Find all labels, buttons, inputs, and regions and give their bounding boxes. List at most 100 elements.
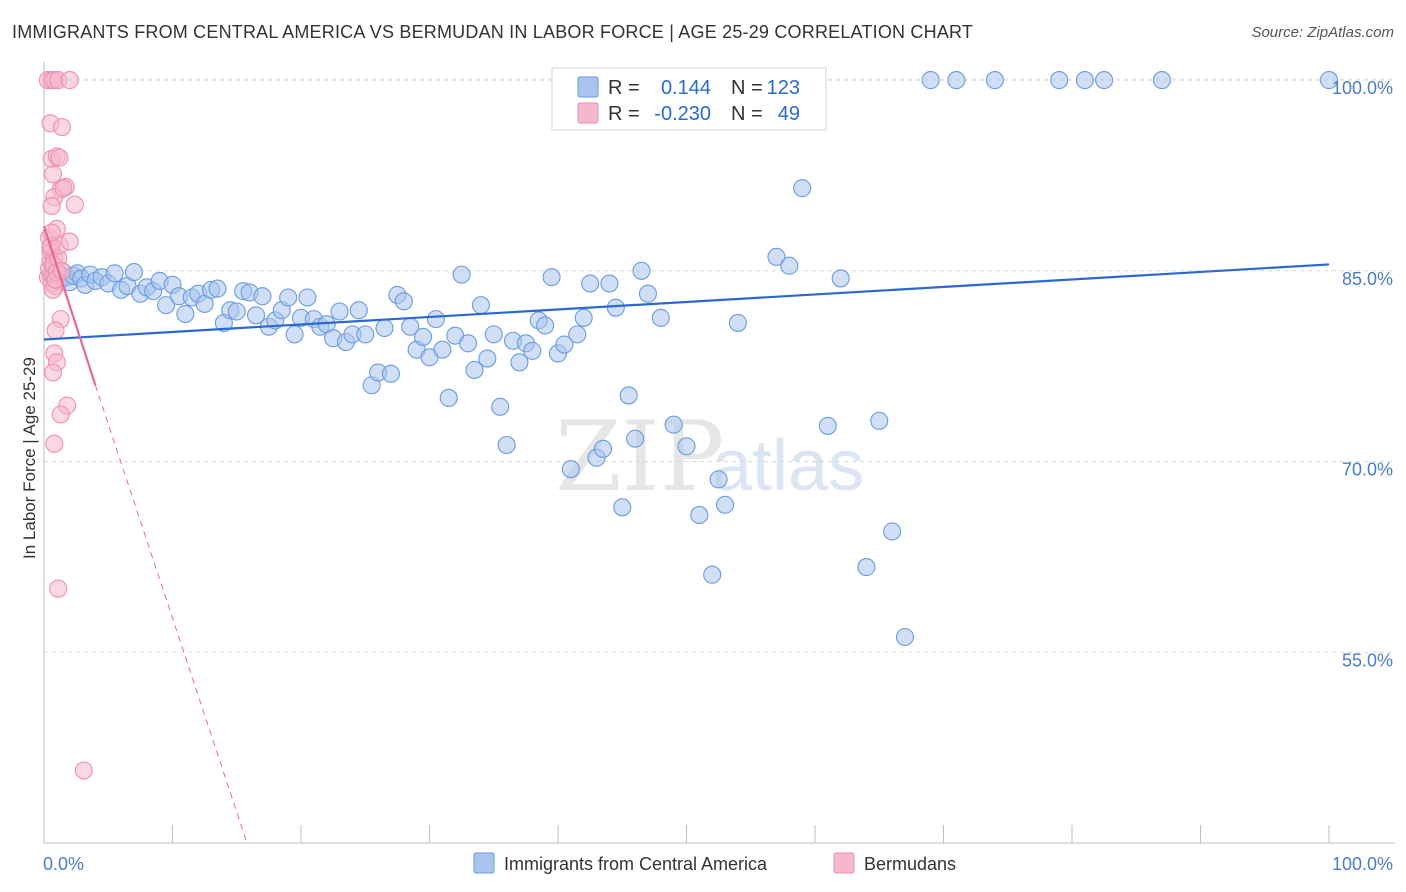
- point-central-america-15: [105, 264, 124, 283]
- point-central-america-34: [227, 302, 246, 321]
- legend-series-swatch-pink: [833, 852, 855, 874]
- point-central-america-104: [709, 470, 728, 489]
- points-layer: [38, 71, 1339, 780]
- point-central-america-18: [124, 263, 143, 282]
- point-central-america-93: [606, 298, 625, 317]
- y-tick-label-70: 70.0%: [1342, 460, 1393, 480]
- legend-swatch-blue: [577, 76, 599, 98]
- legend-series-label-blue: Immigrants from Central America: [504, 854, 768, 874]
- point-central-america-72: [471, 296, 490, 315]
- point-central-america-110: [793, 179, 812, 198]
- point-bermudan-30: [65, 195, 84, 214]
- chart-title: IMMIGRANTS FROM CENTRAL AMERICA VS BERMU…: [12, 22, 974, 42]
- point-central-america-111: [818, 416, 837, 435]
- series-central-america: [41, 71, 1339, 647]
- legend-stats: R = 0.144 N = 123 R = -0.230 N = 49: [551, 67, 827, 131]
- point-central-america-114: [870, 411, 889, 430]
- point-central-america-98: [638, 284, 658, 303]
- point-bermudan-29: [42, 196, 61, 216]
- point-central-america-82: [536, 316, 555, 335]
- legend-n-value-blue: 123: [767, 77, 800, 99]
- point-central-america-31: [208, 279, 227, 298]
- grid-lines: [44, 78, 1395, 653]
- point-central-america-71: [465, 360, 484, 380]
- point-central-america-43: [285, 325, 304, 344]
- point-central-america-60: [394, 292, 413, 311]
- point-central-america-37: [246, 306, 266, 325]
- point-bermudan-33: [60, 232, 79, 251]
- legend-n-label-blue: N =: [731, 77, 763, 99]
- point-bermudan-42: [51, 405, 70, 424]
- point-central-america-54: [356, 325, 375, 344]
- point-central-america-58: [381, 364, 401, 383]
- point-central-america-85: [555, 335, 574, 354]
- point-central-america-92: [600, 274, 619, 293]
- point-central-america-117: [921, 71, 940, 90]
- trend-line-extension-bermudans: [94, 385, 248, 844]
- x-tick-label-min: 0.0%: [43, 854, 84, 874]
- point-central-america-101: [677, 437, 696, 456]
- point-central-america-74: [484, 325, 503, 344]
- point-central-america-112: [831, 269, 850, 288]
- x-tick-label-max: 100.0%: [1332, 854, 1393, 874]
- point-central-america-86: [561, 460, 580, 479]
- point-central-america-96: [626, 429, 645, 448]
- legend-n-label-pink: N =: [731, 103, 763, 125]
- y-tick-labels: 55.0% 70.0% 85.0% 100.0%: [1332, 78, 1393, 670]
- point-bermudan-45: [74, 761, 93, 780]
- legend-r-value-blue: 0.144: [661, 77, 711, 99]
- point-bermudan-40: [43, 363, 63, 382]
- point-central-america-109: [780, 256, 799, 275]
- watermark-zip: ZIP: [555, 401, 724, 513]
- point-central-america-42: [279, 288, 298, 307]
- point-central-america-124: [1319, 71, 1339, 90]
- legend-r-label-blue: R =: [608, 77, 640, 99]
- point-central-america-118: [947, 71, 966, 90]
- point-central-america-70: [458, 334, 478, 353]
- point-central-america-106: [728, 313, 747, 332]
- point-central-america-76: [497, 435, 516, 455]
- legend-r-label-pink: R =: [608, 103, 640, 125]
- point-central-america-67: [439, 388, 458, 408]
- point-central-america-38: [253, 287, 272, 306]
- point-central-america-102: [690, 505, 709, 524]
- watermark-atlas: atlas: [712, 426, 864, 506]
- point-bermudan-37: [46, 321, 65, 340]
- point-central-america-57: [375, 318, 394, 338]
- point-central-america-122: [1095, 71, 1114, 90]
- point-bermudan-44: [49, 579, 68, 598]
- point-central-america-103: [703, 565, 722, 584]
- point-central-america-78: [510, 353, 529, 372]
- point-central-america-99: [651, 308, 670, 327]
- legend-series-swatch-blue: [473, 852, 495, 874]
- point-central-america-80: [523, 341, 542, 360]
- point-central-america-75: [491, 397, 510, 416]
- point-bermudan-24: [50, 148, 69, 167]
- point-central-america-87: [568, 325, 587, 344]
- trend-layer: [42, 225, 1330, 844]
- point-central-america-23: [157, 296, 176, 315]
- point-central-america-95: [619, 386, 638, 405]
- point-central-america-89: [581, 274, 600, 293]
- y-axis-label: In Labor Force | Age 25-29: [20, 357, 39, 559]
- point-bermudan-25: [43, 165, 63, 184]
- point-central-america-119: [985, 71, 1004, 90]
- point-bermudan-46: [54, 179, 73, 198]
- y-tick-label-85: 85.0%: [1342, 269, 1393, 289]
- point-central-america-97: [632, 261, 651, 280]
- point-central-america-108: [767, 247, 786, 266]
- point-central-america-120: [1050, 71, 1069, 90]
- legend-series: Immigrants from Central America Bermudan…: [473, 852, 956, 874]
- point-central-america-69: [452, 265, 471, 284]
- point-central-america-113: [857, 558, 876, 577]
- legend-n-value-pink: 49: [778, 103, 800, 125]
- point-central-america-66: [433, 340, 452, 359]
- point-central-america-123: [1152, 71, 1171, 90]
- point-central-america-88: [574, 308, 593, 327]
- point-central-america-115: [883, 522, 902, 541]
- point-central-america-121: [1075, 71, 1094, 90]
- series-bermudans: [38, 71, 93, 780]
- axes: [43, 62, 1395, 844]
- point-central-america-73: [478, 349, 497, 368]
